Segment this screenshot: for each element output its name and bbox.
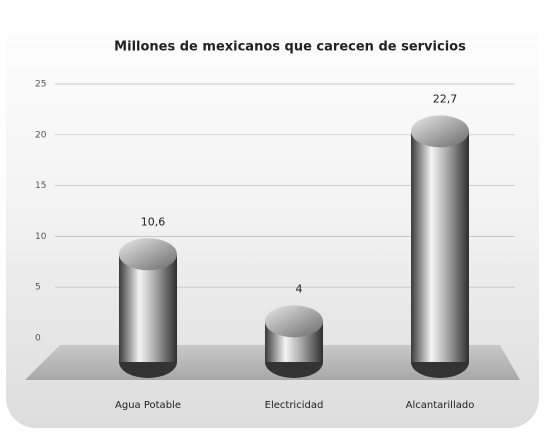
bar-top <box>265 305 323 338</box>
value-label: 22,7 <box>433 92 458 105</box>
chart-title: Millones de mexicanos que carecen de ser… <box>114 40 466 55</box>
x-tick-label: Alcantarillado <box>406 400 475 411</box>
y-tick-label: 25 <box>35 80 46 90</box>
bar <box>119 238 177 378</box>
y-tick-label: 5 <box>35 283 41 293</box>
x-tick-label: Electricidad <box>265 400 324 411</box>
bar-top <box>119 238 177 271</box>
bar-body <box>119 254 177 362</box>
y-tick-label: 15 <box>35 181 46 191</box>
bar-body <box>411 131 469 362</box>
y-tick-label: 20 <box>35 130 47 140</box>
y-tick-label: 10 <box>35 232 47 242</box>
value-label: 4 <box>296 282 303 295</box>
bar <box>265 305 323 378</box>
bar-top <box>411 115 469 148</box>
bar <box>411 115 469 378</box>
value-label: 10,6 <box>141 215 166 228</box>
x-tick-label: Agua Potable <box>115 400 181 411</box>
y-tick-label: 0 <box>35 334 41 344</box>
